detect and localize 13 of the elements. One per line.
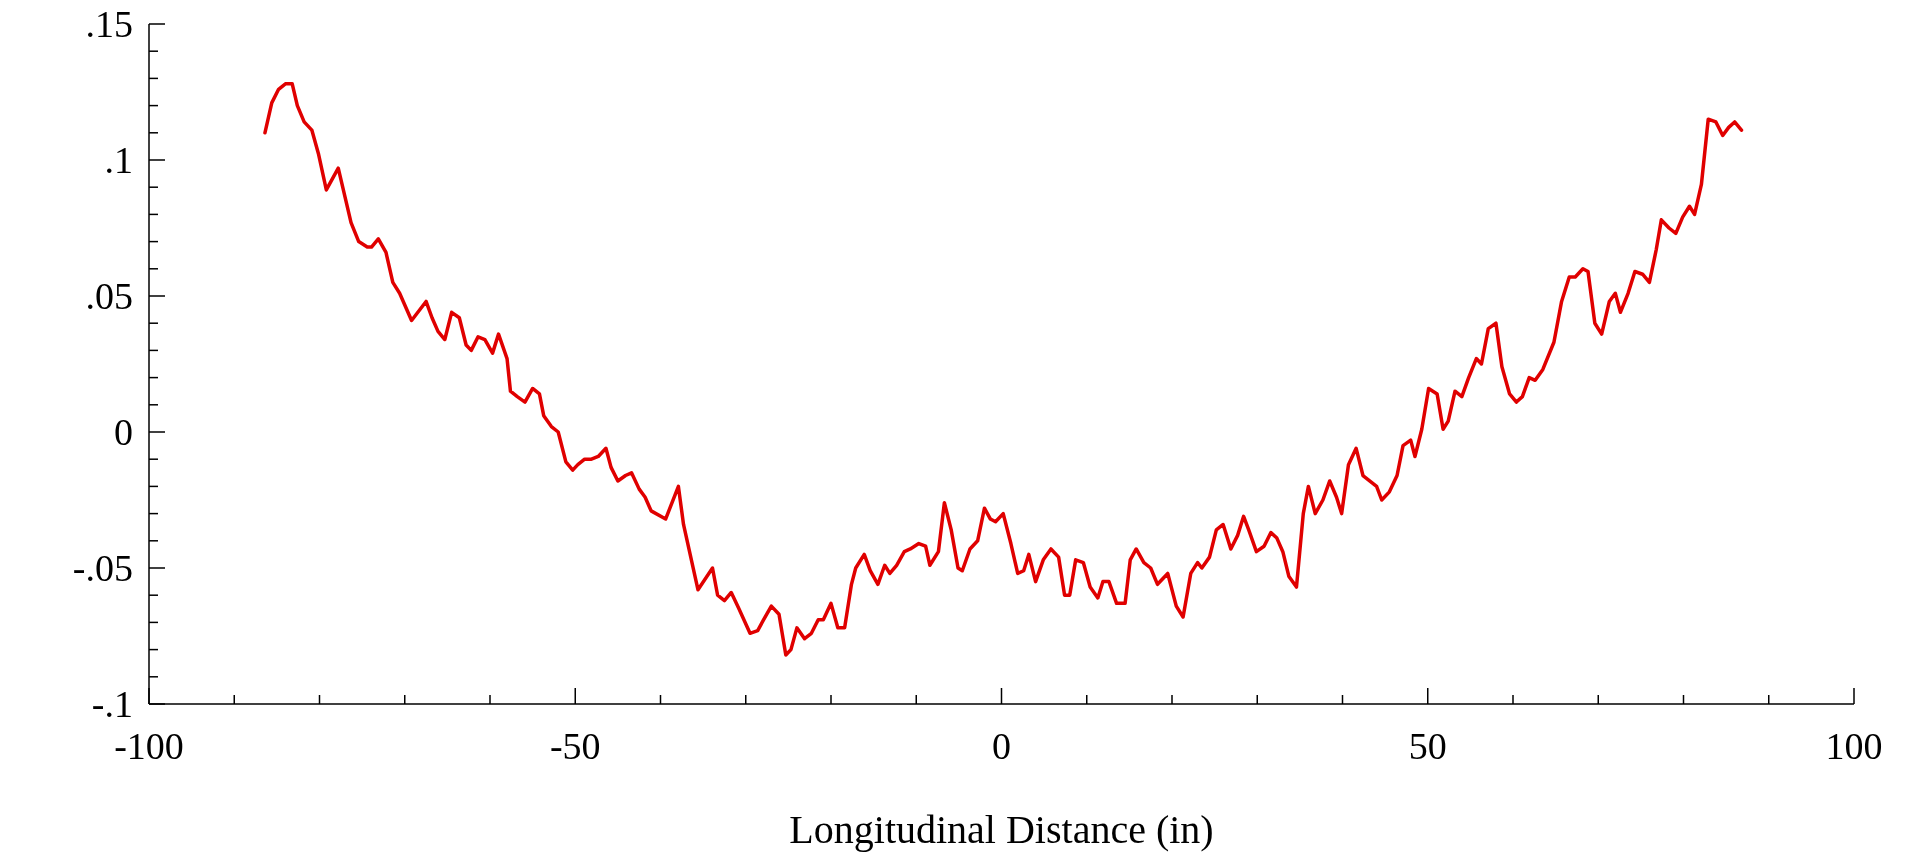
x-tick-label: -100 (114, 725, 184, 767)
y-tick-label: .05 (85, 275, 133, 317)
y-tick-label: .1 (104, 139, 133, 181)
x-tick-label: 0 (992, 725, 1011, 767)
x-tick-label: 50 (1408, 725, 1447, 767)
x-tick-label: -50 (549, 725, 601, 767)
line-series (263, 82, 1744, 657)
y-tick-label: -.05 (72, 547, 133, 589)
y-tick-label: .15 (85, 3, 133, 45)
x-tick-label: 100 (1825, 725, 1883, 767)
y-tick-label: -.1 (91, 683, 133, 725)
x-axis-title: Longitudinal Distance (in) (789, 807, 1214, 852)
y-tick-label: 0 (114, 411, 133, 453)
